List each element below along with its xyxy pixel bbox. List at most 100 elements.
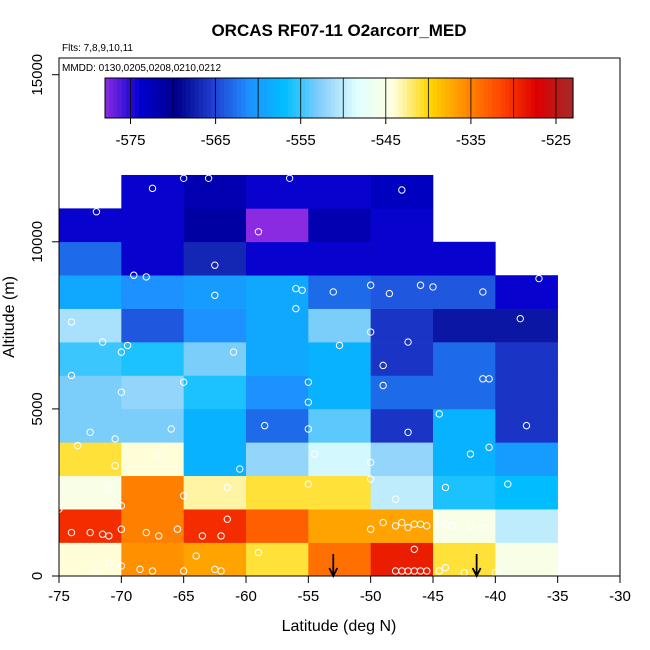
colorbar-segment [156,78,161,118]
colorbar-segment [360,78,366,118]
heatmap-cell [370,375,434,410]
observation-point [130,271,138,279]
observation-point [217,567,225,575]
observation-point [329,288,337,296]
colorbar-tick-label: -555 [286,132,316,149]
colorbar-segment [462,78,468,118]
x-tick-label: -65 [173,588,195,605]
heatmap-cell [433,308,496,343]
colorbar-segment [470,78,476,118]
observation-point [67,528,76,537]
heatmap-cell [59,308,122,343]
colorbar-segment [232,78,238,118]
colorbar-segment [287,78,293,118]
colorbar-tick-label: -565 [201,132,231,149]
colorbar-segment [151,78,157,118]
observation-point [298,286,306,294]
heatmap-cell [370,475,434,510]
observation-point [211,261,219,269]
colorbar-segment [568,78,574,118]
heatmap-cell [121,408,184,443]
colorbar-segment [181,78,187,118]
colorbar-segment [164,78,170,118]
colorbar-segment [122,78,127,118]
heatmap-cell [183,208,247,243]
y-tick-label: 10000 [29,221,46,263]
heatmap-cell [59,342,122,376]
heatmap-cell [495,442,558,477]
observation-point [292,304,300,313]
colorbar-segment [228,78,234,118]
heatmap-cell [59,475,122,510]
y-tick-label: 5000 [29,392,46,425]
colorbar-segment [458,78,463,118]
colorbar-segment [398,78,404,118]
colorbar-segment [526,78,532,118]
heatmap-cell [246,174,309,209]
observation-point [86,428,94,436]
colorbar-segment [134,78,140,118]
observation-point [148,567,157,575]
colorbar-segment [377,78,383,118]
heatmap-cell [59,542,122,577]
plot-frame [58,57,621,577]
colorbar-segment [105,78,110,118]
heatmap-cell [59,442,122,477]
colorbar-segment [147,78,153,118]
observation-point [254,548,263,557]
colorbar-segment [109,78,115,118]
x-tick-label: -55 [297,588,319,605]
heatmap-cell [370,174,434,209]
heatmap-cell [495,475,558,510]
heatmap-cell [59,208,122,243]
observation-point [423,522,431,530]
observation-point [398,518,406,527]
colorbar-segment [343,78,349,118]
observation-point [111,435,119,443]
x-tick-label: -50 [360,588,382,605]
heatmap-cell [59,275,122,309]
colorbar-segment [275,78,281,118]
dates-note: MMDD: 0130,0205,0208,0210,0212 [62,63,221,74]
heatmap-cells [59,174,558,577]
colorbar-frame [104,77,574,119]
heatmap-cell [246,208,309,243]
heatmap-cell [59,241,122,276]
observation-point [92,208,101,216]
colorbar-segment [143,78,149,118]
colorbar-segment [309,78,315,118]
heatmap-cell [433,509,496,543]
colorbar-segment [547,78,553,118]
observation-point [105,532,113,540]
heatmap-cell [59,509,122,543]
observation-point [261,421,269,430]
heatmap-cell [183,174,247,209]
colorbar-segment [173,78,178,118]
x-tick-label: -75 [48,588,70,605]
observation-points [55,174,543,577]
heatmap-cell [246,442,309,477]
colorbar-segment [441,78,446,118]
colorbar-segment [194,78,200,118]
observation-point [404,428,412,436]
heatmap-cell [246,241,309,276]
colorbar-tick-label: -535 [456,132,486,149]
colorbar-segment [381,78,387,118]
observation-point [92,565,101,574]
heatmap-cell [308,241,371,276]
observation-point [67,318,76,326]
colorbar-tick-label: -525 [541,132,571,149]
heatmap-cell [433,408,496,443]
colorbar-segment [304,78,310,118]
colorbar-segment [555,78,561,118]
heatmap-cell [59,408,122,443]
observation-point [485,443,493,452]
colorbar-segment [373,78,378,118]
heatmap-cell [183,475,247,510]
heatmap-cell [121,475,184,510]
heatmap-cell [370,275,434,309]
colorbar-segment [504,78,510,118]
heatmap-cell [370,241,434,276]
x-tick-label: -70 [110,588,132,605]
colorbar: -575 -565 -555 -545 -535 -525 [104,77,574,149]
